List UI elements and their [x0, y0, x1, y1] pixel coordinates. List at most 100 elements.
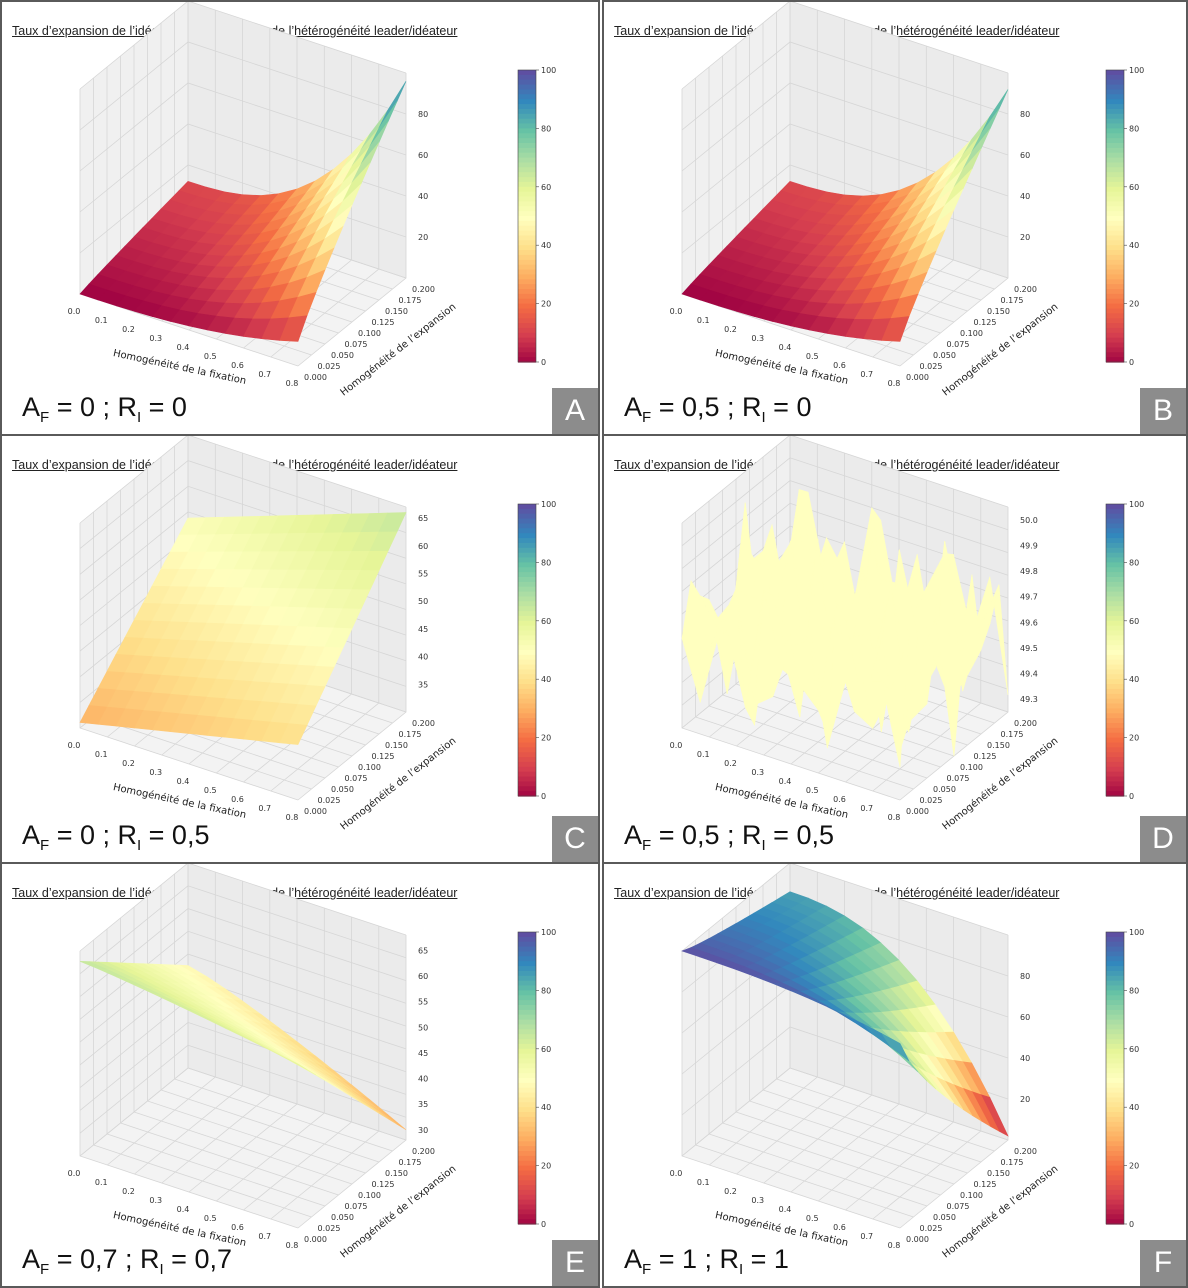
colorbar-tick-label: 60 — [541, 1045, 551, 1054]
x-tick-label: 0.6 — [833, 795, 846, 804]
colorbar-segment — [1106, 611, 1124, 617]
colorbar-segment — [1106, 946, 1124, 953]
colorbar-segment — [518, 70, 536, 76]
colorbar-segment — [518, 225, 536, 232]
surface-patch — [881, 635, 910, 768]
colorbar-segment — [1106, 737, 1124, 744]
colorbar-segment — [1106, 693, 1124, 700]
colorbar-segment — [1106, 990, 1124, 996]
colorbar-tick-label: 0 — [1129, 358, 1134, 367]
colorbar-segment — [1106, 216, 1124, 222]
colorbar-segment — [518, 528, 536, 534]
colorbar-segment — [518, 698, 536, 705]
colorbar-segment — [1106, 528, 1124, 534]
colorbar-segment — [518, 94, 536, 100]
z-tick-label: 40 — [1020, 192, 1030, 201]
x-tick-label: 0.0 — [68, 741, 81, 750]
colorbar-segment — [1106, 620, 1124, 627]
colorbar-segment — [518, 186, 536, 193]
colorbar-segment — [518, 1146, 536, 1152]
colorbar-segment — [518, 118, 536, 125]
colorbar-segment — [518, 742, 536, 748]
colorbar-segment — [518, 1219, 536, 1225]
colorbar-segment — [518, 211, 536, 217]
grid-line — [681, 82, 1009, 172]
colorbar-segment — [518, 162, 536, 168]
colorbar-tick-label: 20 — [1129, 734, 1139, 743]
colorbar-segment — [518, 1151, 536, 1157]
colorbar-segment — [1106, 708, 1124, 714]
colorbar-segment — [1106, 201, 1124, 207]
grid-line — [79, 885, 407, 975]
colorbar-segment — [518, 966, 536, 972]
grid-line — [79, 1067, 407, 1157]
colorbar-segment — [1106, 1078, 1124, 1084]
colorbar-segment — [1106, 538, 1124, 544]
colorbar-segment — [1106, 245, 1124, 251]
colorbar-segment — [1106, 786, 1124, 792]
y-tick-label: 0.100 — [960, 763, 983, 772]
colorbar-tick-label: 40 — [541, 1103, 551, 1112]
colorbar-segment — [1106, 742, 1124, 748]
colorbar-segment — [518, 89, 536, 95]
grid-line — [681, 502, 1009, 592]
colorbar-segment — [518, 74, 536, 81]
y-tick-label: 0.000 — [304, 1235, 327, 1244]
colorbar-segment — [518, 138, 536, 144]
colorbar-segment — [1106, 79, 1124, 86]
y-tick-label: 0.000 — [304, 373, 327, 382]
colorbar-tick-label: 20 — [1129, 300, 1139, 309]
colorbar-segment — [1106, 932, 1124, 938]
colorbar-segment — [1106, 1170, 1124, 1176]
parameter-caption: AF = 0,5 ; RI = 0,5 — [624, 820, 834, 854]
z-tick-label: 60 — [1020, 1013, 1030, 1022]
colorbar-segment — [1106, 172, 1124, 178]
colorbar-segment — [1106, 596, 1124, 602]
colorbar-segment — [518, 143, 536, 149]
colorbar-segment — [518, 640, 536, 646]
colorbar-segment — [518, 308, 536, 314]
z-tick-label: 45 — [418, 1049, 428, 1058]
x-tick-label: 0.0 — [670, 307, 683, 316]
x-tick-label: 0.3 — [751, 1196, 764, 1205]
colorbar-segment — [1106, 70, 1124, 76]
colorbar-tick-label: 60 — [1129, 183, 1139, 192]
colorbar-segment — [1106, 1024, 1124, 1030]
z-tick-label: 50 — [418, 1023, 428, 1032]
z-tick-label: 55 — [418, 998, 428, 1007]
colorbar-segment — [518, 1102, 536, 1108]
colorbar-segment — [518, 611, 536, 617]
x-tick-label: 0.1 — [95, 1178, 108, 1187]
colorbar-segment — [518, 552, 536, 559]
colorbar-segment — [1106, 577, 1124, 583]
z-tick-label: 40 — [418, 192, 428, 201]
grid-line — [681, 1067, 1009, 1157]
colorbar-segment — [1106, 138, 1124, 144]
y-tick-label: 0.200 — [412, 285, 435, 294]
colorbar-segment — [518, 1053, 536, 1060]
x-tick-label: 0.6 — [231, 1223, 244, 1232]
y-tick-label: 0.100 — [960, 329, 983, 338]
colorbar-segment — [518, 1073, 536, 1079]
colorbar-segment — [518, 352, 536, 358]
colorbar-segment — [518, 1116, 536, 1123]
x-tick-label: 0.3 — [149, 1196, 162, 1205]
colorbar-segment — [1106, 956, 1124, 962]
surface-patch — [279, 315, 308, 342]
colorbar-segment — [1106, 684, 1124, 690]
colorbar-segment — [518, 1000, 536, 1006]
colorbar-segment — [518, 995, 536, 1001]
panel-c: Taux d’expansion de l’idéateur (%) en fo… — [0, 434, 600, 864]
colorbar-segment — [518, 1019, 536, 1026]
x-tick-label: 0.2 — [122, 759, 135, 768]
colorbar-segment — [1106, 727, 1124, 734]
colorbar-segment — [518, 1199, 536, 1206]
colorbar-segment — [1106, 177, 1124, 183]
colorbar-segment — [518, 259, 536, 266]
colorbar-segment — [1106, 542, 1124, 549]
colorbar-segment — [1106, 1019, 1124, 1026]
colorbar-segment — [1106, 572, 1124, 578]
grid-line — [681, 480, 1009, 569]
colorbar-segment — [1106, 951, 1124, 957]
colorbar-segment — [1106, 567, 1124, 573]
